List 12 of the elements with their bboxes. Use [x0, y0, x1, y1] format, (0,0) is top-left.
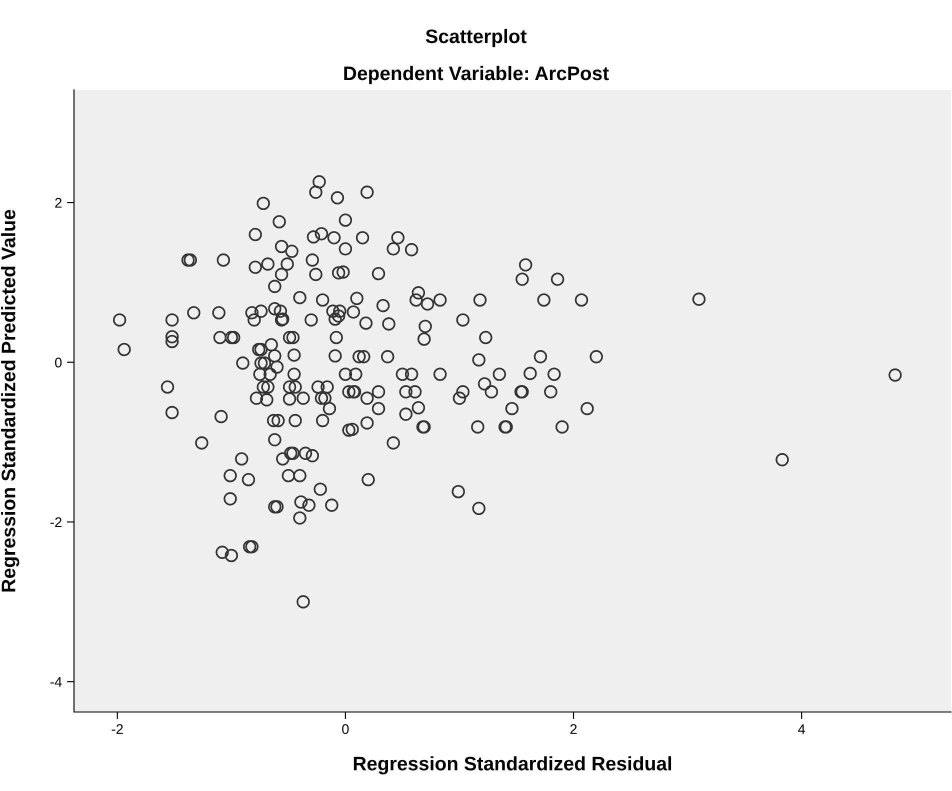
x-tick-label: 0 [342, 724, 349, 734]
x-tick-label: -2 [112, 724, 123, 734]
chart-title: Scatterplot [426, 28, 527, 48]
x-tick-label: 2 [570, 724, 577, 734]
y-tick-label: -4 [50, 677, 62, 687]
y-tick-label: 2 [55, 198, 62, 208]
y-tick-label: -2 [50, 517, 62, 527]
y-tick-label: 0 [55, 358, 62, 368]
y-axis-title: Regression Standardized Predicted Value [1, 210, 20, 592]
chart-subtitle: Dependent Variable: ArcPost [344, 66, 609, 84]
x-axis-title: Regression Standardized Residual [354, 756, 672, 774]
x-tick-label: 4 [798, 724, 806, 734]
